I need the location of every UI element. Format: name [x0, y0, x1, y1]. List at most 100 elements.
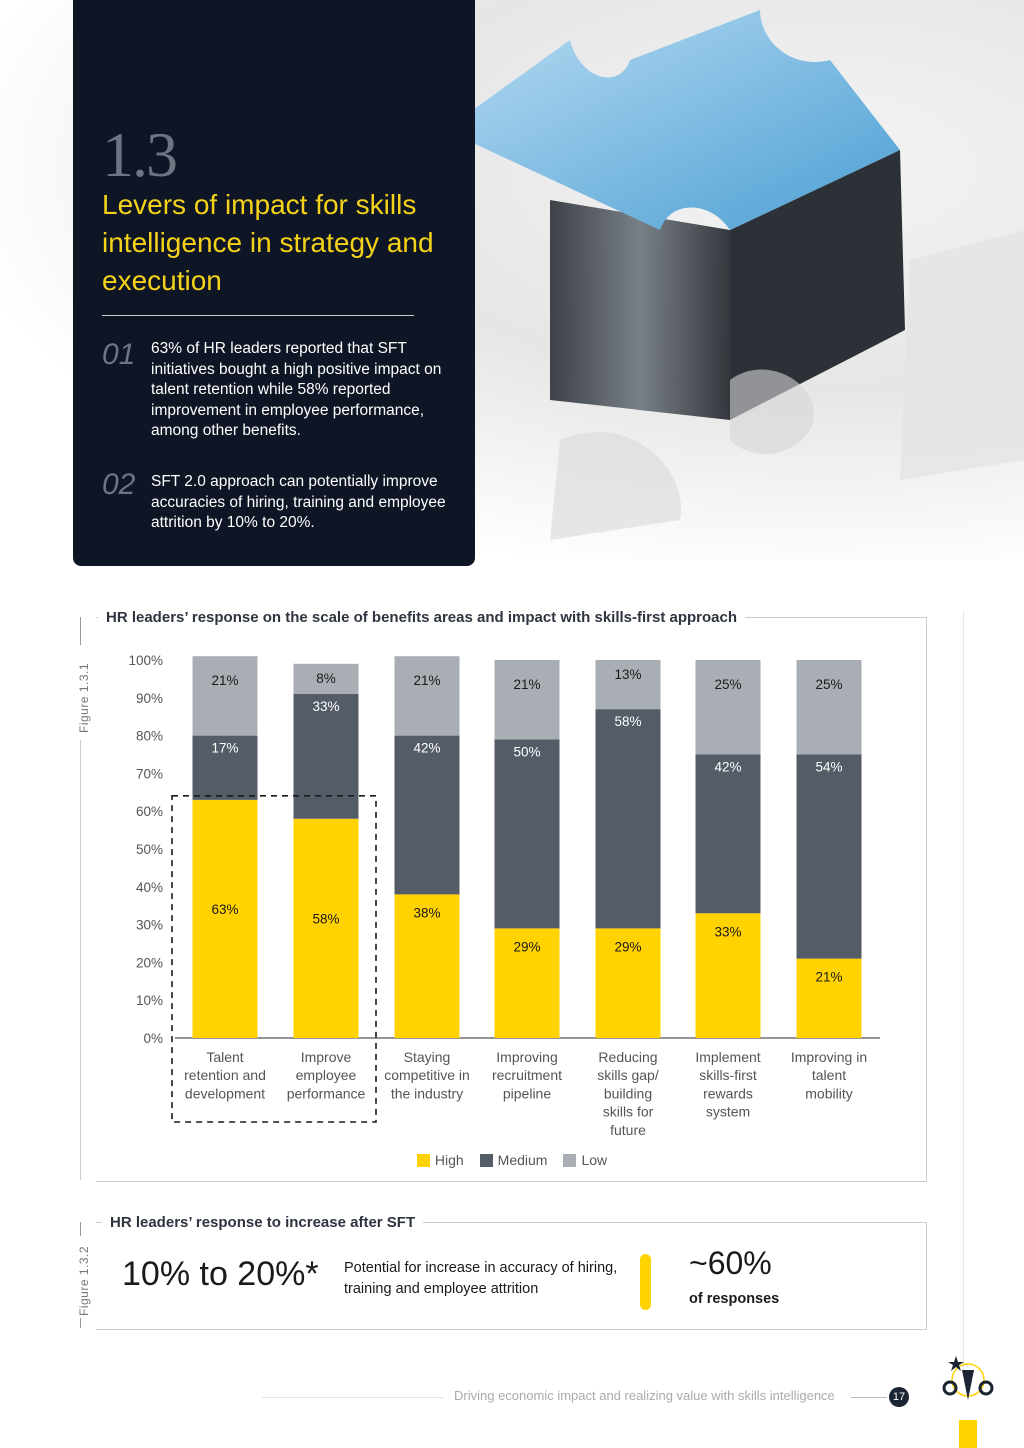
category-label: performance	[287, 1085, 366, 1101]
bar-segment	[394, 735, 460, 895]
bar-segment	[192, 735, 258, 800]
data-label: 25%	[714, 677, 741, 692]
figure-tick	[80, 740, 81, 1180]
figure-tick	[80, 1318, 81, 1328]
category-label: Improving in	[791, 1049, 867, 1065]
data-label: 38%	[413, 905, 440, 920]
y-tick-label: 50%	[136, 842, 163, 857]
point-number: 02	[102, 468, 136, 501]
point-text: SFT 2.0 approach can potentially improve…	[151, 473, 446, 532]
category-label: skills gap/	[597, 1067, 659, 1083]
footer-divider	[851, 1397, 887, 1398]
y-tick-label: 80%	[136, 729, 163, 744]
legend-label: Medium	[497, 1152, 548, 1168]
figure-title: HR leaders’ response on the scale of ben…	[98, 609, 746, 626]
data-label: 21%	[815, 970, 842, 985]
data-label: 33%	[714, 924, 741, 939]
category-label: Reducing	[598, 1049, 657, 1065]
category-label: Improve	[301, 1049, 352, 1065]
data-label: 8%	[316, 671, 336, 686]
increase-range: 10% to 20%*	[122, 1255, 319, 1293]
bar-segment	[192, 799, 258, 1038]
bar-segment	[796, 958, 862, 1038]
footer-text: Driving economic impact and realizing va…	[454, 1388, 835, 1403]
legend-swatch	[563, 1153, 577, 1167]
accent-bar	[640, 1254, 651, 1310]
bar-segment	[394, 894, 460, 1038]
y-tick-label: 10%	[136, 993, 163, 1008]
section-number: 1.3	[102, 119, 178, 190]
category-label: Talent	[206, 1049, 243, 1065]
data-label: 54%	[815, 760, 842, 775]
y-tick-label: 30%	[136, 918, 163, 933]
data-label: 42%	[714, 760, 741, 775]
category-label: retention and	[184, 1067, 266, 1083]
y-tick-label: 40%	[136, 880, 163, 895]
data-label: 21%	[413, 673, 440, 688]
legend-label: Low	[581, 1152, 608, 1168]
bar-segment	[695, 660, 761, 755]
data-label: 58%	[312, 911, 339, 926]
category-label: mobility	[805, 1085, 852, 1101]
data-label: 13%	[614, 667, 641, 682]
bar-segment	[595, 709, 661, 929]
category-label: Staying	[404, 1049, 451, 1065]
responses-value: ~60%	[689, 1245, 772, 1281]
point-text: 63% of HR leaders reported that SFT init…	[151, 340, 442, 440]
bar-segment	[494, 928, 560, 1038]
data-label: 58%	[614, 714, 641, 729]
bar-segment	[595, 928, 661, 1038]
data-label: 29%	[614, 939, 641, 954]
category-label: future	[610, 1122, 646, 1138]
lightbulb-gears-icon	[942, 1356, 994, 1400]
category-label: talent	[812, 1067, 846, 1083]
data-label: 63%	[211, 902, 238, 917]
figure-label: Figure 1.3.2	[77, 1245, 91, 1316]
category-label: employee	[296, 1067, 357, 1083]
category-label: system	[706, 1104, 750, 1120]
data-label: 17%	[211, 741, 238, 756]
y-tick-label: 90%	[136, 691, 163, 706]
bar-segment	[695, 754, 761, 914]
section-title: Levers of impact for skills intelligence…	[102, 189, 434, 296]
y-tick-label: 0%	[143, 1031, 163, 1046]
data-label: 21%	[513, 677, 540, 692]
legend-item-high: High	[416, 1152, 464, 1168]
bar-segment	[796, 660, 862, 755]
legend-swatch	[416, 1153, 430, 1167]
legend-label: High	[434, 1152, 464, 1168]
margin-rule	[963, 610, 964, 1370]
legend-item-medium: Medium	[479, 1152, 548, 1168]
figure-frame	[96, 1222, 927, 1330]
y-tick-label: 20%	[136, 955, 163, 970]
data-label: 50%	[513, 744, 540, 759]
category-label: skills-first	[699, 1067, 757, 1083]
category-label: building	[604, 1085, 652, 1101]
increase-description: Potential for increase in accuracy of hi…	[344, 1260, 618, 1297]
data-label: 21%	[211, 673, 238, 688]
category-label: Implement	[695, 1049, 760, 1065]
panel-divider	[102, 315, 414, 316]
category-label: development	[185, 1085, 265, 1101]
legend-swatch	[479, 1153, 493, 1167]
puzzle-image	[445, 10, 1024, 540]
accent-strip	[959, 1420, 977, 1448]
bar-segment	[293, 818, 359, 1038]
data-label: 25%	[815, 677, 842, 692]
y-tick-label: 70%	[136, 766, 163, 781]
category-label: pipeline	[503, 1085, 551, 1101]
category-label: the industry	[391, 1085, 463, 1101]
data-label: 29%	[513, 939, 540, 954]
data-label: 33%	[312, 699, 339, 714]
category-label: rewards	[703, 1085, 753, 1101]
point-number: 01	[102, 338, 136, 371]
figure-title: HR leaders’ response to increase after S…	[102, 1214, 424, 1231]
footer-divider	[262, 1397, 444, 1398]
bar-segment	[192, 656, 258, 736]
intro-panel	[73, 0, 475, 566]
category-label: Improving	[496, 1049, 557, 1065]
y-tick-label: 100%	[128, 653, 163, 668]
bar-segment	[695, 913, 761, 1038]
bar-segment	[293, 694, 359, 819]
category-label: competitive in	[384, 1067, 470, 1083]
